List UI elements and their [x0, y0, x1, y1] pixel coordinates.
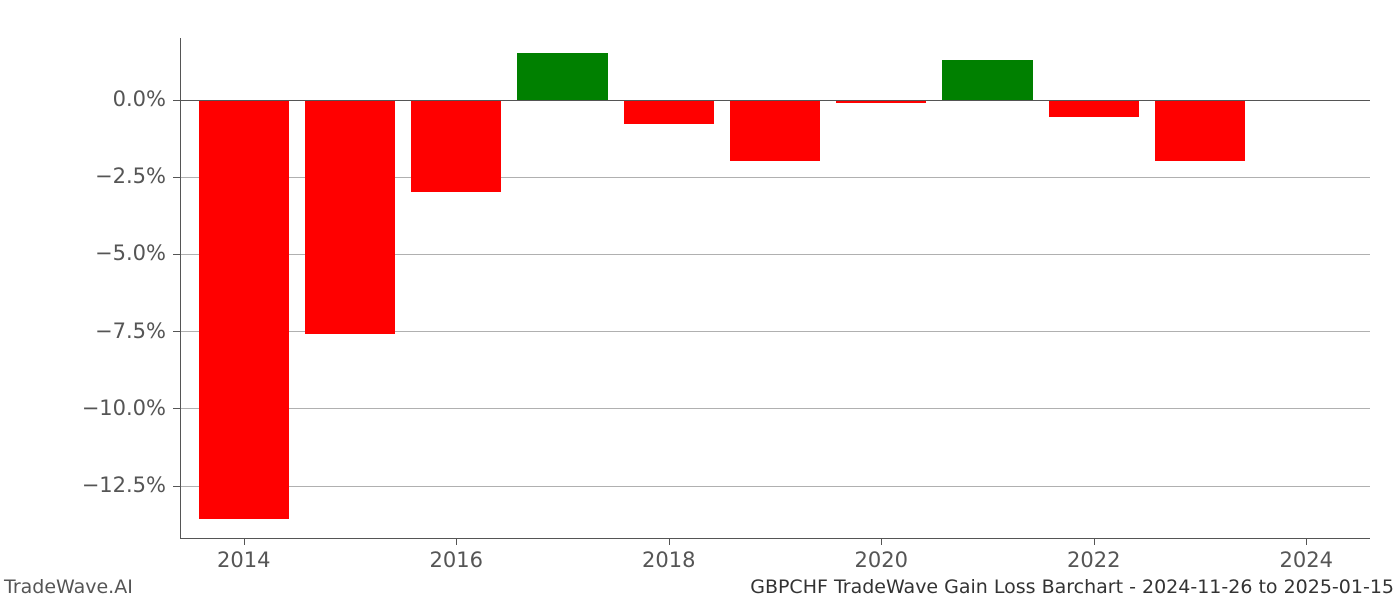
xtick-label: 2014 — [199, 548, 289, 572]
bar — [624, 100, 714, 125]
ytick-mark — [173, 254, 180, 255]
footer-brand: TradeWave.AI — [4, 576, 133, 598]
plot-area: 0.0%−2.5%−5.0%−7.5%−10.0%−12.5%201420162… — [180, 38, 1370, 538]
ytick-mark — [173, 408, 180, 409]
xtick-label: 2020 — [836, 548, 926, 572]
bar — [305, 100, 395, 335]
xtick-label: 2018 — [624, 548, 714, 572]
chart-container: 0.0% −2.5% −5.0% −7.5% −10.0% −12.5% 2014 2016 2… — [0, 0, 1400, 600]
bar — [730, 100, 820, 162]
xtick-label: 2024 — [1261, 548, 1351, 572]
bar — [942, 60, 1032, 100]
xtick-label: 2022 — [1049, 548, 1139, 572]
bar — [411, 100, 501, 193]
xtick-mark — [456, 538, 457, 545]
spine-left — [180, 38, 181, 538]
bar — [1155, 100, 1245, 162]
ytick-mark — [173, 331, 180, 332]
xtick-mark — [669, 538, 670, 545]
xtick-mark — [244, 538, 245, 545]
ytick-label: −5.0% — [6, 241, 166, 265]
ytick-mark — [173, 100, 180, 101]
footer-caption: GBPCHF TradeWave Gain Loss Barchart - 20… — [750, 576, 1394, 598]
xtick-mark — [1094, 538, 1095, 545]
ytick-label: −7.5% — [6, 319, 166, 343]
ytick-label: −2.5% — [6, 164, 166, 188]
bar — [1049, 100, 1139, 117]
ytick-mark — [173, 177, 180, 178]
ytick-mark — [173, 486, 180, 487]
zero-line — [180, 100, 1370, 101]
xtick-label: 2016 — [411, 548, 501, 572]
grid-line — [180, 408, 1370, 409]
ytick-label: −10.0% — [6, 396, 166, 420]
ytick-label: −12.5% — [6, 473, 166, 497]
bar — [199, 100, 289, 520]
xtick-mark — [881, 538, 882, 545]
xtick-mark — [1306, 538, 1307, 545]
grid-line — [180, 486, 1370, 487]
bar — [517, 53, 607, 99]
ytick-label: 0.0% — [6, 87, 166, 111]
spine-bottom — [180, 538, 1370, 539]
